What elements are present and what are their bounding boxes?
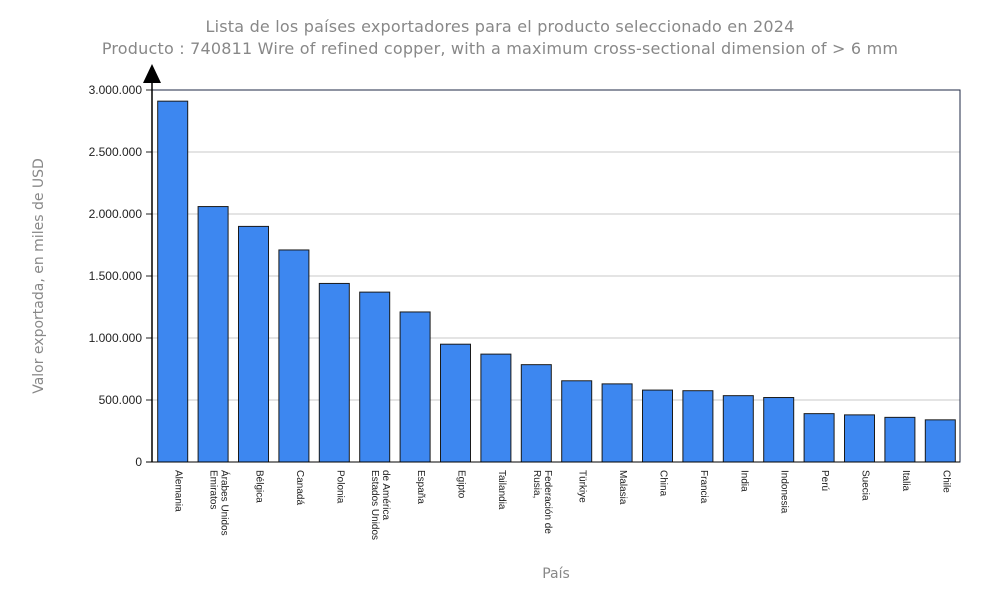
x-tick-label: China xyxy=(658,470,669,497)
y-tick-label: 3.000.000 xyxy=(89,83,143,97)
bar xyxy=(884,416,916,463)
x-tick-label-line: Türkiye xyxy=(577,470,588,503)
x-tick-label-line: Suecia xyxy=(860,470,871,501)
y-tick-label: 0 xyxy=(135,455,142,469)
bar xyxy=(278,249,310,463)
x-tick-label-line: Francia xyxy=(698,470,709,504)
x-tick-label: Malasia xyxy=(617,470,628,505)
x-tick-label-line: Alemania xyxy=(173,470,184,512)
x-tick-label: Rusia, Federación de xyxy=(531,470,553,534)
y-tick-label: 2.000.000 xyxy=(89,207,143,221)
x-tick-label-line: Malasia xyxy=(617,470,628,505)
x-tick-label-line: Canadá xyxy=(294,470,305,505)
bar xyxy=(763,397,795,463)
bar xyxy=(318,282,350,463)
x-tick-label-line: Indonesia xyxy=(779,470,790,514)
x-tick-label-line: Perú xyxy=(819,470,830,491)
x-tick-label: Bélgica xyxy=(254,470,265,503)
x-tick-label-line: Estados Unidos xyxy=(369,470,380,540)
x-tick-label: Francia xyxy=(698,470,709,504)
x-tick-label-line: Tailandia xyxy=(496,470,507,510)
bar xyxy=(238,225,269,463)
x-tick-label: Chile xyxy=(940,470,951,493)
y-axis-label: Valor exportada, en miles de USD xyxy=(31,158,47,394)
chart-title: Lista de los países exportadores para el… xyxy=(205,17,795,36)
x-tick-label-line: Árabes Unidos xyxy=(219,470,232,536)
bar xyxy=(722,395,754,463)
x-tick-label-line: Bélgica xyxy=(254,470,265,503)
x-tick-label-line: de América xyxy=(380,470,391,520)
bar xyxy=(440,343,471,463)
x-tick-label-line: Egipto xyxy=(456,470,467,499)
x-tick-label-line: Rusia, xyxy=(531,470,542,498)
bar xyxy=(844,414,875,463)
x-tick-label-line: China xyxy=(658,470,669,497)
x-tick-label: Estados Unidos de América xyxy=(369,470,391,540)
bar xyxy=(924,419,956,463)
x-tick-label: Perú xyxy=(819,470,830,491)
bar xyxy=(480,353,512,463)
x-tick-label: India xyxy=(738,470,749,492)
bar xyxy=(601,383,633,463)
bar xyxy=(682,390,714,463)
x-tick-label: Suecia xyxy=(860,470,871,501)
x-tick-label: Egipto xyxy=(456,470,467,499)
bar xyxy=(157,100,189,463)
x-tick-label: Emiratos Árabes Unidos xyxy=(208,470,232,536)
bar xyxy=(197,206,229,463)
x-tick-label-line: India xyxy=(738,470,749,492)
x-tick-label: Alemania xyxy=(173,470,184,512)
y-tick-label: 1.000.000 xyxy=(89,331,143,345)
x-tick-label: Italia xyxy=(900,470,911,492)
x-tick-label-line: Federación de xyxy=(542,470,553,534)
x-tick-label-line: España xyxy=(415,470,426,504)
x-tick-label: España xyxy=(415,470,426,504)
bar xyxy=(561,380,593,463)
y-tick-label: 1.500.000 xyxy=(89,269,143,283)
y-axis-arrow-icon xyxy=(143,64,161,83)
x-tick-label-line: Emiratos xyxy=(208,470,219,509)
x-tick-label-line: Chile xyxy=(940,470,951,493)
bar xyxy=(520,364,552,463)
bar xyxy=(642,389,673,463)
x-tick-label: Indonesia xyxy=(779,470,790,514)
bar xyxy=(803,413,835,463)
x-tick-label: Canadá xyxy=(294,470,305,505)
x-tick-label-line: Italia xyxy=(900,470,911,492)
y-tick-label: 500.000 xyxy=(99,393,143,407)
x-tick-label: Tailandia xyxy=(496,470,507,510)
chart-subtitle: Producto : 740811 Wire of refined copper… xyxy=(101,39,899,58)
x-tick-label: Polonia xyxy=(334,470,345,504)
x-tick-label-line: Polonia xyxy=(334,470,345,504)
x-tick-label: Türkiye xyxy=(577,470,588,503)
bar xyxy=(399,311,431,463)
bar xyxy=(359,291,391,463)
x-axis-label: País xyxy=(542,566,570,582)
y-tick-label: 2.500.000 xyxy=(89,145,143,159)
